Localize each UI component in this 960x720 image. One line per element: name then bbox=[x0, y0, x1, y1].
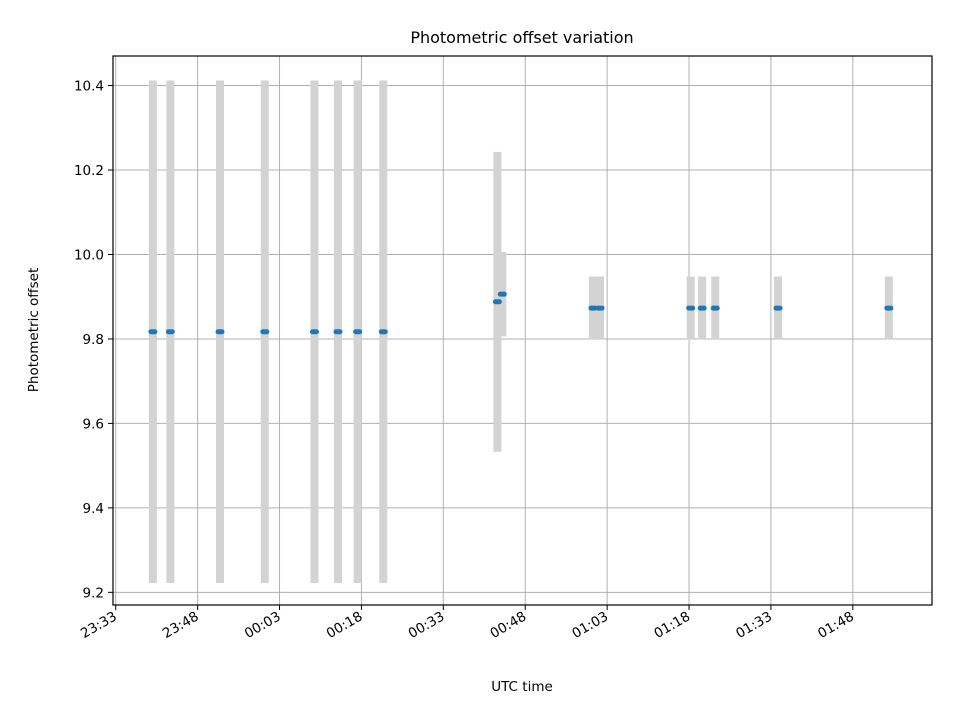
data-point bbox=[492, 299, 502, 305]
y-tick-label: 9.6 bbox=[83, 416, 104, 432]
data-point bbox=[378, 329, 388, 335]
data-point bbox=[333, 329, 343, 335]
data-point bbox=[148, 329, 158, 335]
x-tick-label: 00:48 bbox=[488, 609, 530, 642]
data-point bbox=[884, 305, 894, 311]
x-tick-label: 01:33 bbox=[733, 609, 775, 642]
data-point bbox=[773, 305, 783, 311]
data-points bbox=[148, 291, 894, 335]
x-tick-label: 00:03 bbox=[242, 609, 284, 642]
data-point bbox=[710, 305, 720, 311]
grid bbox=[113, 56, 932, 605]
x-tick-label: 01:03 bbox=[569, 609, 611, 642]
data-point bbox=[309, 329, 319, 335]
data-point bbox=[497, 291, 507, 297]
data-point bbox=[686, 305, 696, 311]
x-axis-label: UTC time bbox=[491, 679, 553, 695]
chart-title: Photometric offset variation bbox=[410, 28, 633, 47]
x-tick-label: 00:33 bbox=[406, 609, 448, 642]
x-tick-label: 23:33 bbox=[78, 609, 120, 642]
data-point bbox=[697, 305, 707, 311]
y-axis: 9.2 9.4 9.6 9.8 10.0 10.2 10.4 bbox=[74, 79, 113, 601]
y-tick-label: 9.4 bbox=[83, 501, 104, 517]
x-tick-label: 01:18 bbox=[651, 609, 693, 642]
plot-frame bbox=[112, 55, 933, 606]
y-tick-label: 10.2 bbox=[74, 163, 104, 179]
y-axis-label: Photometric offset bbox=[26, 268, 42, 392]
y-tick-label: 9.8 bbox=[83, 332, 104, 348]
data-point bbox=[165, 329, 175, 335]
data-point bbox=[353, 329, 363, 335]
x-tick-label: 00:18 bbox=[324, 609, 366, 642]
y-tick-label: 10.4 bbox=[74, 79, 104, 95]
x-axis: 23:33 23:48 00:03 00:18 00:33 00:48 01:03 01:18… bbox=[78, 605, 857, 642]
data-point bbox=[260, 329, 270, 335]
y-tick-label: 9.2 bbox=[83, 585, 104, 601]
x-tick-label: 01:48 bbox=[815, 609, 857, 642]
x-tick-label: 23:48 bbox=[160, 609, 202, 642]
data-point bbox=[595, 305, 605, 311]
data-point bbox=[215, 329, 225, 335]
data-point bbox=[588, 305, 598, 311]
y-tick-label: 10.0 bbox=[74, 247, 104, 263]
